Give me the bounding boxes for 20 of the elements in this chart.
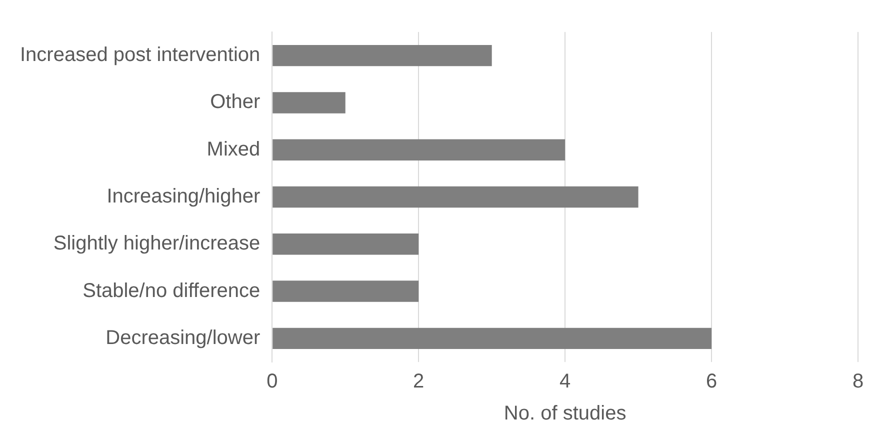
bar — [272, 92, 346, 114]
bar — [272, 234, 419, 255]
y-tick-label: Increased post intervention — [20, 44, 260, 66]
x-tick-label: 2 — [413, 370, 424, 393]
x-tick-label: 6 — [706, 370, 718, 393]
y-tick-label: Mixed — [206, 138, 260, 160]
x-tick-label: 8 — [852, 370, 864, 393]
bar — [272, 328, 712, 350]
bar — [272, 280, 419, 302]
bar — [272, 186, 638, 208]
x-tick-label: 4 — [560, 370, 571, 393]
y-tick-label: Slightly higher/increase — [53, 232, 260, 255]
y-tick-label: Increasing/higher — [106, 186, 260, 208]
y-tick-label: Other — [210, 91, 260, 114]
bar — [272, 44, 492, 66]
x-tick-label: 0 — [266, 370, 278, 393]
x-axis-title: No. of studies — [504, 402, 626, 425]
y-tick-label: Stable/no difference — [82, 280, 260, 302]
y-tick-label: Decreasing/lower — [106, 326, 260, 349]
bar — [272, 139, 566, 160]
